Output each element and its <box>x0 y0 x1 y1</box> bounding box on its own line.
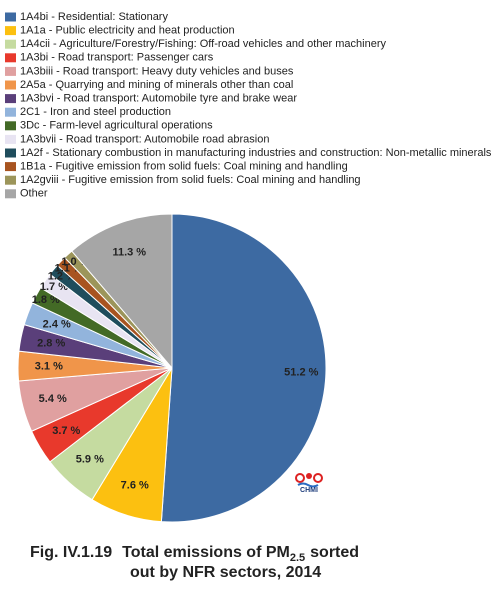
legend-label: 1A3biii - Road transport: Heavy duty veh… <box>20 65 294 77</box>
legend-swatch <box>5 121 16 131</box>
legend-label: 1A3bi - Road transport: Passenger cars <box>20 52 214 64</box>
data-label: 1.8 % <box>32 294 60 306</box>
legend-swatch <box>5 12 16 22</box>
legend-swatch <box>5 134 16 144</box>
title-part: sorted <box>310 544 359 561</box>
legend-swatch <box>5 175 16 185</box>
legend-label: 1A2gviii - Fugitive emission from solid … <box>20 174 361 186</box>
legend-label: 1A4cii - Agriculture/Forestry/Fishing: O… <box>20 38 387 50</box>
data-label: 2.4 % <box>43 318 71 330</box>
legend-swatch <box>5 94 16 104</box>
legend-label: 1B1a - Fugitive emission from solid fuel… <box>20 161 348 173</box>
data-label: 1.7 % <box>40 281 68 293</box>
data-label: 11.3 % <box>112 246 146 258</box>
legend-swatch <box>5 189 16 199</box>
legend-label: 1A4bi - Residential: Stationary <box>20 11 168 23</box>
legend-label: 1A3bvi - Road transport: Automobile tyre… <box>20 93 297 105</box>
title-part: Fig. IV.1.19 <box>30 544 112 561</box>
data-label: 51.2 % <box>284 366 318 378</box>
legend-swatch <box>5 80 16 90</box>
legend-swatch <box>5 26 16 36</box>
data-label: 7.6 % <box>121 479 149 491</box>
data-label: 5.9 % <box>76 454 104 466</box>
legend-swatch <box>5 162 16 172</box>
legend-label: 1A3bvii - Road transport: Automobile roa… <box>20 133 269 145</box>
title-part: Total emissions of PM <box>122 544 290 561</box>
legend-label: 2C1 - Iron and steel production <box>20 106 171 118</box>
legend-swatch <box>5 148 16 158</box>
legend-swatch <box>5 39 16 49</box>
data-label: 5.4 % <box>39 393 67 405</box>
legend-label: 1A1a - Public electricity and heat produ… <box>20 25 235 37</box>
pie-slice <box>160 213 327 523</box>
legend-label: 2A5a - Quarrying and mining of minerals … <box>20 79 293 91</box>
logo-text: CHMI <box>300 487 318 494</box>
data-label: 2.8 % <box>37 338 65 350</box>
pie-slice <box>71 213 173 370</box>
legend-label: 1A2f - Stationary combustion in manufact… <box>20 147 492 159</box>
legend-label: 3Dc - Farm-level agricultural operations <box>20 120 213 132</box>
legend-swatch <box>5 66 16 76</box>
data-label: 3.1 % <box>35 360 63 372</box>
logo <box>295 473 323 488</box>
legend-label: Other <box>20 188 48 200</box>
chart-title: Fig. IV.1.19 Total emissions of PM2.5 sort… <box>30 544 359 564</box>
title-part: 2.5 <box>290 552 305 564</box>
legend-swatch <box>5 107 16 117</box>
data-label: 3.7 % <box>52 425 80 437</box>
legend-swatch <box>5 53 16 63</box>
chart-title: out by NFR sectors, 2014 <box>130 564 321 581</box>
